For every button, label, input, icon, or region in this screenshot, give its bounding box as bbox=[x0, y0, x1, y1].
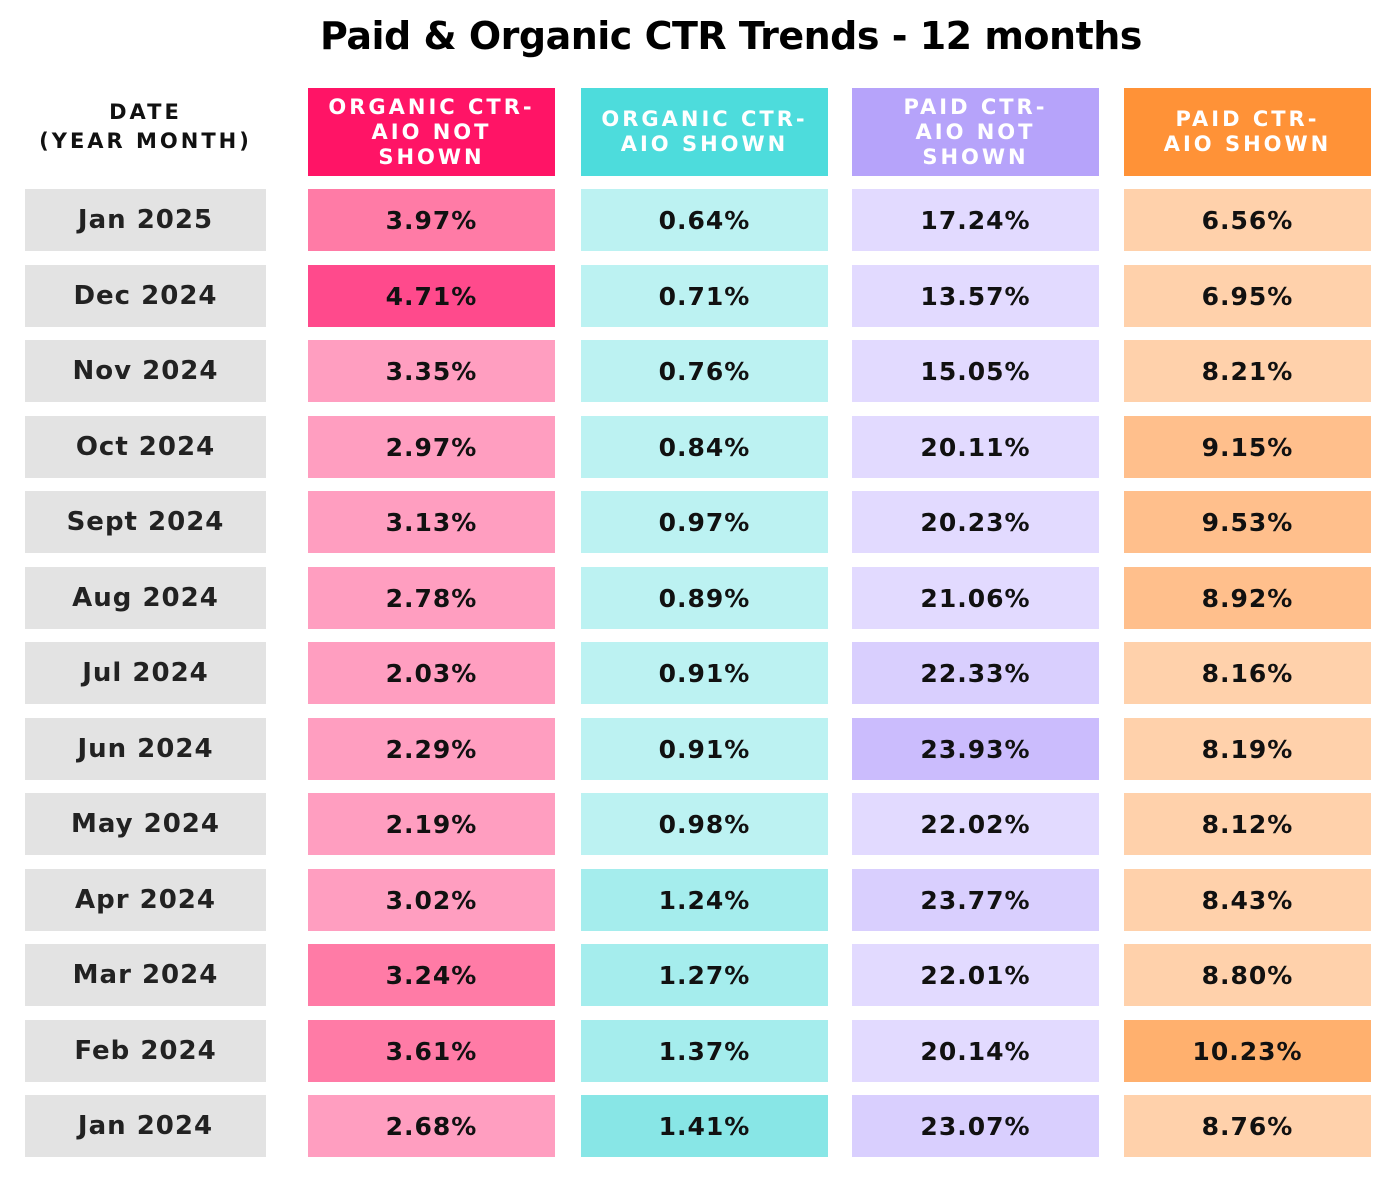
value-cell-paid-aio-shown: 8.80% bbox=[1124, 944, 1371, 1006]
row-date-cell: Aug 2024 bbox=[25, 567, 266, 629]
row-date-cell: Feb 2024 bbox=[25, 1020, 266, 1082]
value-cell-paid-aio-shown: 8.12% bbox=[1124, 793, 1371, 855]
value-cell-paid-aio-not-shown: 20.23% bbox=[852, 491, 1099, 553]
value-cell-paid-aio-not-shown: 23.07% bbox=[852, 1095, 1099, 1157]
column-header-organic-aio-shown: ORGANIC CTR- AIO SHOWN bbox=[581, 88, 828, 176]
row-date-cell: Apr 2024 bbox=[25, 869, 266, 931]
value-cell-organic-aio-not-shown: 3.02% bbox=[308, 869, 555, 931]
value-cell-paid-aio-not-shown: 22.01% bbox=[852, 944, 1099, 1006]
value-cell-organic-aio-shown: 1.27% bbox=[581, 944, 828, 1006]
value-cell-organic-aio-not-shown: 3.61% bbox=[308, 1020, 555, 1082]
value-cell-organic-aio-not-shown: 2.03% bbox=[308, 642, 555, 704]
value-cell-organic-aio-shown: 0.71% bbox=[581, 265, 828, 327]
row-date-cell: Nov 2024 bbox=[25, 340, 266, 402]
value-cell-paid-aio-not-shown: 20.14% bbox=[852, 1020, 1099, 1082]
value-cell-paid-aio-shown: 6.95% bbox=[1124, 265, 1371, 327]
row-date-cell: May 2024 bbox=[25, 793, 266, 855]
value-cell-organic-aio-shown: 1.24% bbox=[581, 869, 828, 931]
row-date-cell: Jan 2024 bbox=[25, 1095, 266, 1157]
row-date-cell: Jun 2024 bbox=[25, 718, 266, 780]
value-cell-organic-aio-shown: 1.41% bbox=[581, 1095, 828, 1157]
value-cell-paid-aio-shown: 8.92% bbox=[1124, 567, 1371, 629]
value-cell-organic-aio-not-shown: 3.35% bbox=[308, 340, 555, 402]
value-cell-organic-aio-not-shown: 2.29% bbox=[308, 718, 555, 780]
value-cell-paid-aio-shown: 9.15% bbox=[1124, 416, 1371, 478]
column-header-paid-aio-shown: PAID CTR- AIO SHOWN bbox=[1124, 88, 1371, 176]
value-cell-organic-aio-not-shown: 3.24% bbox=[308, 944, 555, 1006]
value-cell-organic-aio-shown: 0.64% bbox=[581, 189, 828, 251]
value-cell-organic-aio-shown: 0.91% bbox=[581, 718, 828, 780]
row-date-cell: Mar 2024 bbox=[25, 944, 266, 1006]
row-date-cell: Sept 2024 bbox=[25, 491, 266, 553]
value-cell-organic-aio-shown: 0.97% bbox=[581, 491, 828, 553]
value-cell-paid-aio-shown: 8.76% bbox=[1124, 1095, 1371, 1157]
value-cell-paid-aio-not-shown: 23.93% bbox=[852, 718, 1099, 780]
column-header-paid-aio-not-shown: PAID CTR- AIO NOT SHOWN bbox=[852, 88, 1099, 176]
value-cell-paid-aio-shown: 6.56% bbox=[1124, 189, 1371, 251]
value-cell-organic-aio-not-shown: 2.68% bbox=[308, 1095, 555, 1157]
value-cell-organic-aio-shown: 0.89% bbox=[581, 567, 828, 629]
value-cell-organic-aio-shown: 0.76% bbox=[581, 340, 828, 402]
value-cell-paid-aio-not-shown: 13.57% bbox=[852, 265, 1099, 327]
value-cell-organic-aio-not-shown: 2.78% bbox=[308, 567, 555, 629]
value-cell-paid-aio-not-shown: 17.24% bbox=[852, 189, 1099, 251]
value-cell-paid-aio-not-shown: 21.06% bbox=[852, 567, 1099, 629]
value-cell-organic-aio-shown: 0.91% bbox=[581, 642, 828, 704]
value-cell-paid-aio-shown: 10.23% bbox=[1124, 1020, 1371, 1082]
row-date-cell: Jan 2025 bbox=[25, 189, 266, 251]
value-cell-organic-aio-not-shown: 3.97% bbox=[308, 189, 555, 251]
row-date-cell: Jul 2024 bbox=[25, 642, 266, 704]
column-header-date: DATE (YEAR MONTH) bbox=[39, 100, 252, 153]
value-cell-paid-aio-shown: 9.53% bbox=[1124, 491, 1371, 553]
value-cell-organic-aio-not-shown: 2.97% bbox=[308, 416, 555, 478]
row-date-cell: Dec 2024 bbox=[25, 265, 266, 327]
value-cell-organic-aio-not-shown: 2.19% bbox=[308, 793, 555, 855]
value-cell-paid-aio-not-shown: 22.33% bbox=[852, 642, 1099, 704]
value-cell-organic-aio-not-shown: 4.71% bbox=[308, 265, 555, 327]
chart-title: Paid & Organic CTR Trends - 12 months bbox=[320, 14, 1142, 58]
value-cell-paid-aio-not-shown: 23.77% bbox=[852, 869, 1099, 931]
value-cell-organic-aio-shown: 0.84% bbox=[581, 416, 828, 478]
value-cell-paid-aio-shown: 8.21% bbox=[1124, 340, 1371, 402]
value-cell-paid-aio-not-shown: 20.11% bbox=[852, 416, 1099, 478]
row-date-cell: Oct 2024 bbox=[25, 416, 266, 478]
value-cell-paid-aio-shown: 8.43% bbox=[1124, 869, 1371, 931]
value-cell-paid-aio-shown: 8.16% bbox=[1124, 642, 1371, 704]
value-cell-paid-aio-not-shown: 15.05% bbox=[852, 340, 1099, 402]
value-cell-paid-aio-not-shown: 22.02% bbox=[852, 793, 1099, 855]
value-cell-organic-aio-shown: 1.37% bbox=[581, 1020, 828, 1082]
value-cell-organic-aio-shown: 0.98% bbox=[581, 793, 828, 855]
value-cell-paid-aio-shown: 8.19% bbox=[1124, 718, 1371, 780]
column-header-organic-aio-not-shown: ORGANIC CTR- AIO NOT SHOWN bbox=[308, 88, 555, 176]
value-cell-organic-aio-not-shown: 3.13% bbox=[308, 491, 555, 553]
